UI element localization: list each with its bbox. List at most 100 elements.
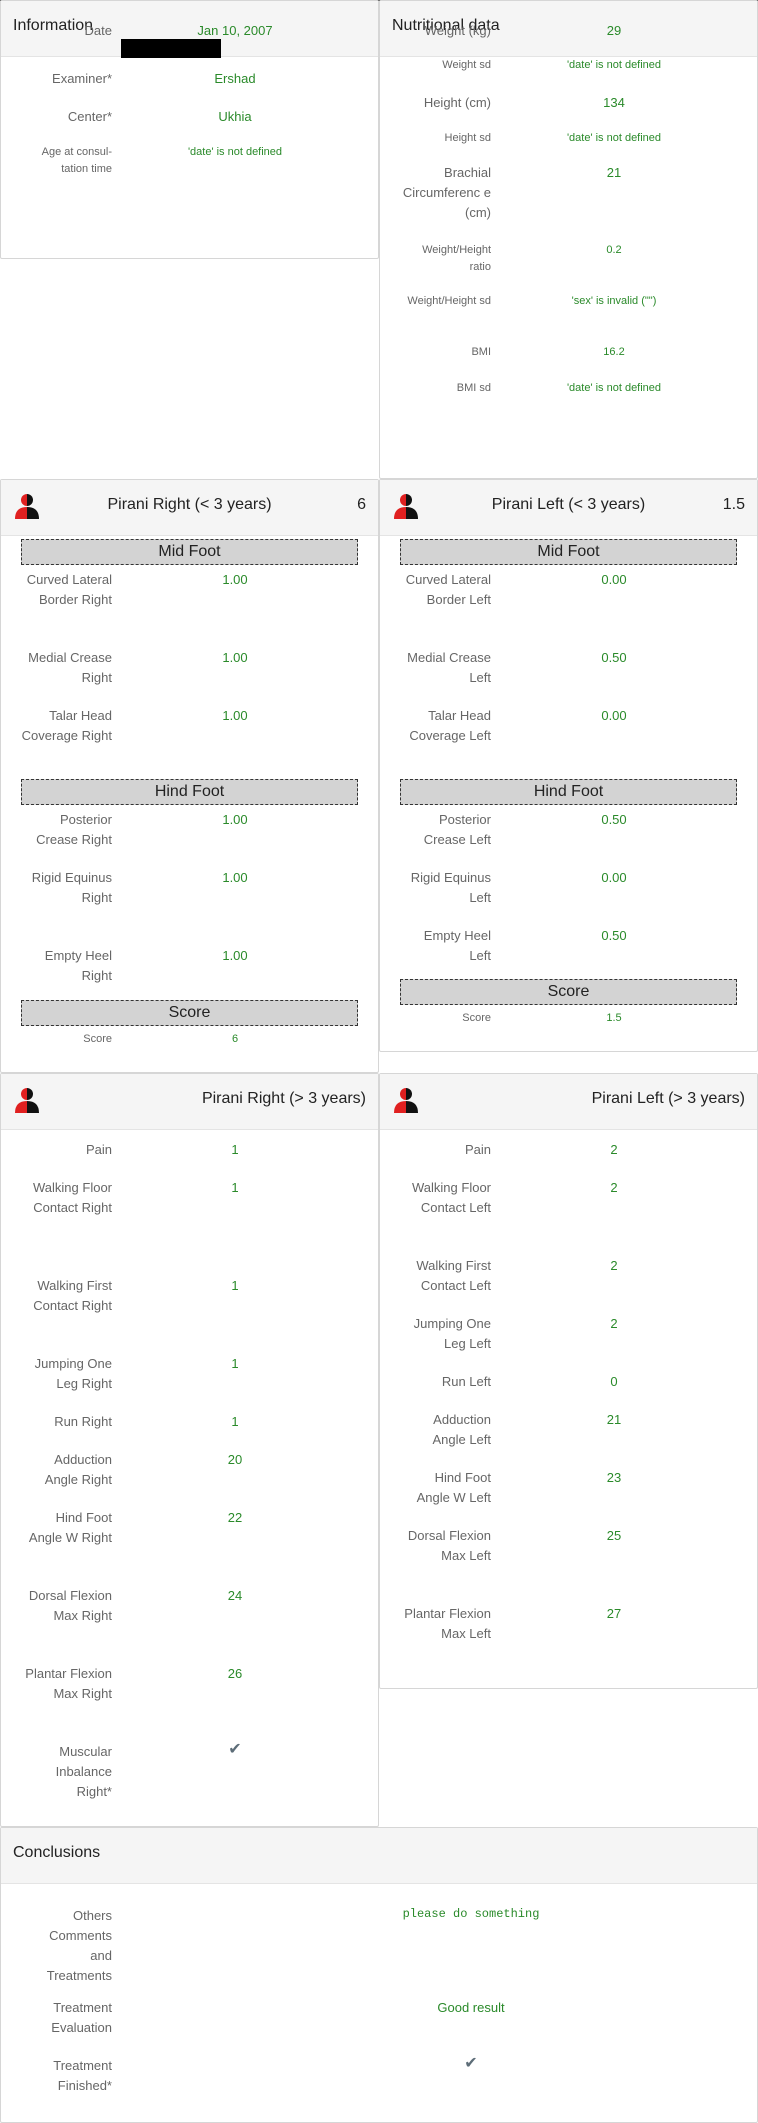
weight-label: Weight (kg) [424, 23, 491, 38]
dorsal-flexion-label: Dorsal Flexion Max Right [28, 1588, 112, 1623]
empty-heel-value[interactable]: 0.50 [601, 928, 627, 943]
others-comments-label: Others Comments and Treatments [46, 1908, 112, 1983]
walking-first-value[interactable]: 1 [231, 1278, 239, 1293]
adduction-value[interactable]: 20 [227, 1452, 243, 1467]
medial-crease-value[interactable]: 0.50 [601, 650, 627, 665]
empty-heel-label: Empty Heel Right [44, 948, 112, 983]
treatment-finished-label: Treatment Finished* [53, 2058, 112, 2093]
pain-value[interactable]: 2 [610, 1142, 618, 1157]
weight-height-ratio-value: 0.2 [606, 244, 622, 256]
conclusions-panel: Conclusions Others Comments and Treatmen… [0, 1827, 758, 2123]
weight-sd-label: Weight sd [442, 59, 491, 71]
dorsal-flexion-value[interactable]: 25 [606, 1528, 622, 1543]
conclusions-header: Conclusions [1, 1828, 757, 1884]
information-title: Information [13, 17, 94, 34]
score-section: Score [400, 979, 737, 1005]
jumping-value[interactable]: 2 [610, 1316, 618, 1331]
bmi-sd-label: BMI sd [456, 382, 491, 394]
pirani-right-lt3-score-badge: 6 [357, 496, 366, 513]
examiner-value[interactable]: Ershad [214, 71, 256, 86]
walking-first-label: Walking First Contact Right [33, 1278, 112, 1313]
weight-sd-value: 'date' is not defined [566, 59, 662, 71]
dorsal-flexion-value[interactable]: 24 [227, 1588, 243, 1603]
date-label: Date [84, 23, 112, 38]
talar-head-label: Talar Head Coverage Left [409, 708, 491, 743]
pain-value[interactable]: 1 [231, 1142, 239, 1157]
walking-floor-label: Walking Floor Contact Left [412, 1180, 491, 1215]
pirani-right-lt3-header: Pirani Right (< 3 years) 6 [1, 480, 378, 536]
checkmark-icon[interactable]: ✔ [228, 1741, 242, 1758]
walking-first-value[interactable]: 2 [610, 1258, 618, 1273]
run-value[interactable]: 0 [610, 1374, 618, 1389]
pirani-right-gt3-header: Pirani Right (> 3 years) [1, 1074, 378, 1130]
brachial-label: Brachial Circumferenc e (cm) [402, 165, 491, 220]
checkmark-icon[interactable]: ✔ [464, 2055, 478, 2072]
height-sd-label: Height sd [444, 132, 491, 144]
score-label: Score [83, 1033, 112, 1045]
bmi-value: 16.2 [603, 346, 625, 358]
curved-lateral-value[interactable]: 0.00 [601, 572, 627, 587]
others-comments-value[interactable]: please do something [402, 1907, 540, 1921]
talar-head-value[interactable]: 0.00 [601, 708, 627, 723]
date-value[interactable]: Jan 10, 2007 [197, 23, 273, 38]
posterior-crease-label: Posterior Crease Right [36, 812, 112, 847]
information-panel: Information Date Jan 10, 2007 Examiner* … [0, 0, 379, 259]
adduction-value[interactable]: 21 [606, 1412, 622, 1427]
jumping-value[interactable]: 1 [231, 1356, 239, 1371]
treatment-evaluation-value[interactable]: Good result [437, 2000, 505, 2015]
pirani-left-gt3-title: Pirani Left (> 3 years) [591, 1090, 745, 1107]
medial-crease-value[interactable]: 1.00 [222, 650, 248, 665]
hind-foot-section: Hind Foot [21, 779, 358, 805]
hind-foot-angle-label: Hind Foot Angle W Right [28, 1510, 112, 1545]
empty-heel-value[interactable]: 1.00 [222, 948, 248, 963]
age-label: Age at consul-tation time [41, 146, 112, 175]
pirani-left-lt3-score-badge: 1.5 [722, 496, 745, 513]
rigid-equinus-value[interactable]: 0.00 [601, 870, 627, 885]
person-icon [394, 494, 418, 519]
curved-lateral-label: Curved Lateral Border Left [405, 572, 491, 607]
empty-heel-label: Empty Heel Left [423, 928, 491, 963]
weight-value[interactable]: 29 [606, 23, 622, 38]
examiner-label: Examiner* [52, 71, 112, 86]
muscular-inbalance-label: Muscular Inbalance Right* [55, 1744, 112, 1799]
score-section: Score [21, 1000, 358, 1026]
jumping-label: Jumping One Leg Left [413, 1316, 491, 1351]
height-value[interactable]: 134 [603, 95, 625, 110]
weight-height-sd-value: 'sex' is invalid ("") [571, 295, 657, 307]
pain-label: Pain [464, 1142, 491, 1157]
run-value[interactable]: 1 [231, 1414, 239, 1429]
adduction-label: Adduction Angle Right [44, 1452, 112, 1487]
hind-foot-angle-value[interactable]: 22 [227, 1510, 243, 1525]
walking-floor-label: Walking Floor Contact Right [33, 1180, 112, 1215]
plantar-flexion-value[interactable]: 27 [606, 1606, 622, 1621]
plantar-flexion-value[interactable]: 26 [227, 1666, 243, 1681]
treatment-evaluation-label: Treatment Evaluation [51, 2000, 112, 2035]
brachial-value[interactable]: 21 [606, 165, 622, 180]
adduction-label: Adduction Angle Left [432, 1412, 491, 1447]
mid-foot-section: Mid Foot [400, 539, 737, 565]
plantar-flexion-label: Plantar Flexion Max Left [404, 1606, 491, 1641]
walking-floor-value[interactable]: 1 [231, 1180, 239, 1195]
medial-crease-label: Medial Crease Left [407, 650, 491, 685]
pain-label: Pain [85, 1142, 112, 1157]
posterior-crease-value[interactable]: 1.00 [222, 812, 248, 827]
posterior-crease-label: Posterior Crease Left [423, 812, 491, 847]
mid-foot-section: Mid Foot [21, 539, 358, 565]
age-value: 'date' is not defined [187, 146, 283, 158]
pirani-left-gt3-header: Pirani Left (> 3 years) [380, 1074, 757, 1130]
rigid-equinus-value[interactable]: 1.00 [222, 870, 248, 885]
posterior-crease-value[interactable]: 0.50 [601, 812, 627, 827]
score-value: 6 [231, 1033, 239, 1045]
height-label: Height (cm) [423, 95, 491, 110]
person-icon [394, 1088, 418, 1113]
walking-floor-value[interactable]: 2 [610, 1180, 618, 1195]
hind-foot-angle-value[interactable]: 23 [606, 1470, 622, 1485]
pirani-left-lt3-panel: Pirani Left (< 3 years) 1.5 Mid Foot Cur… [379, 479, 758, 1052]
center-value[interactable]: Ukhia [218, 109, 252, 124]
pirani-right-gt3-panel: Pirani Right (> 3 years) Pain 1 Walking … [0, 1073, 379, 1827]
weight-height-sd-label: Weight/Height sd [407, 295, 491, 307]
talar-head-value[interactable]: 1.00 [222, 708, 248, 723]
curved-lateral-value[interactable]: 1.00 [222, 572, 248, 587]
run-label: Run Right [54, 1414, 112, 1429]
conclusions-title: Conclusions [13, 1844, 101, 1861]
